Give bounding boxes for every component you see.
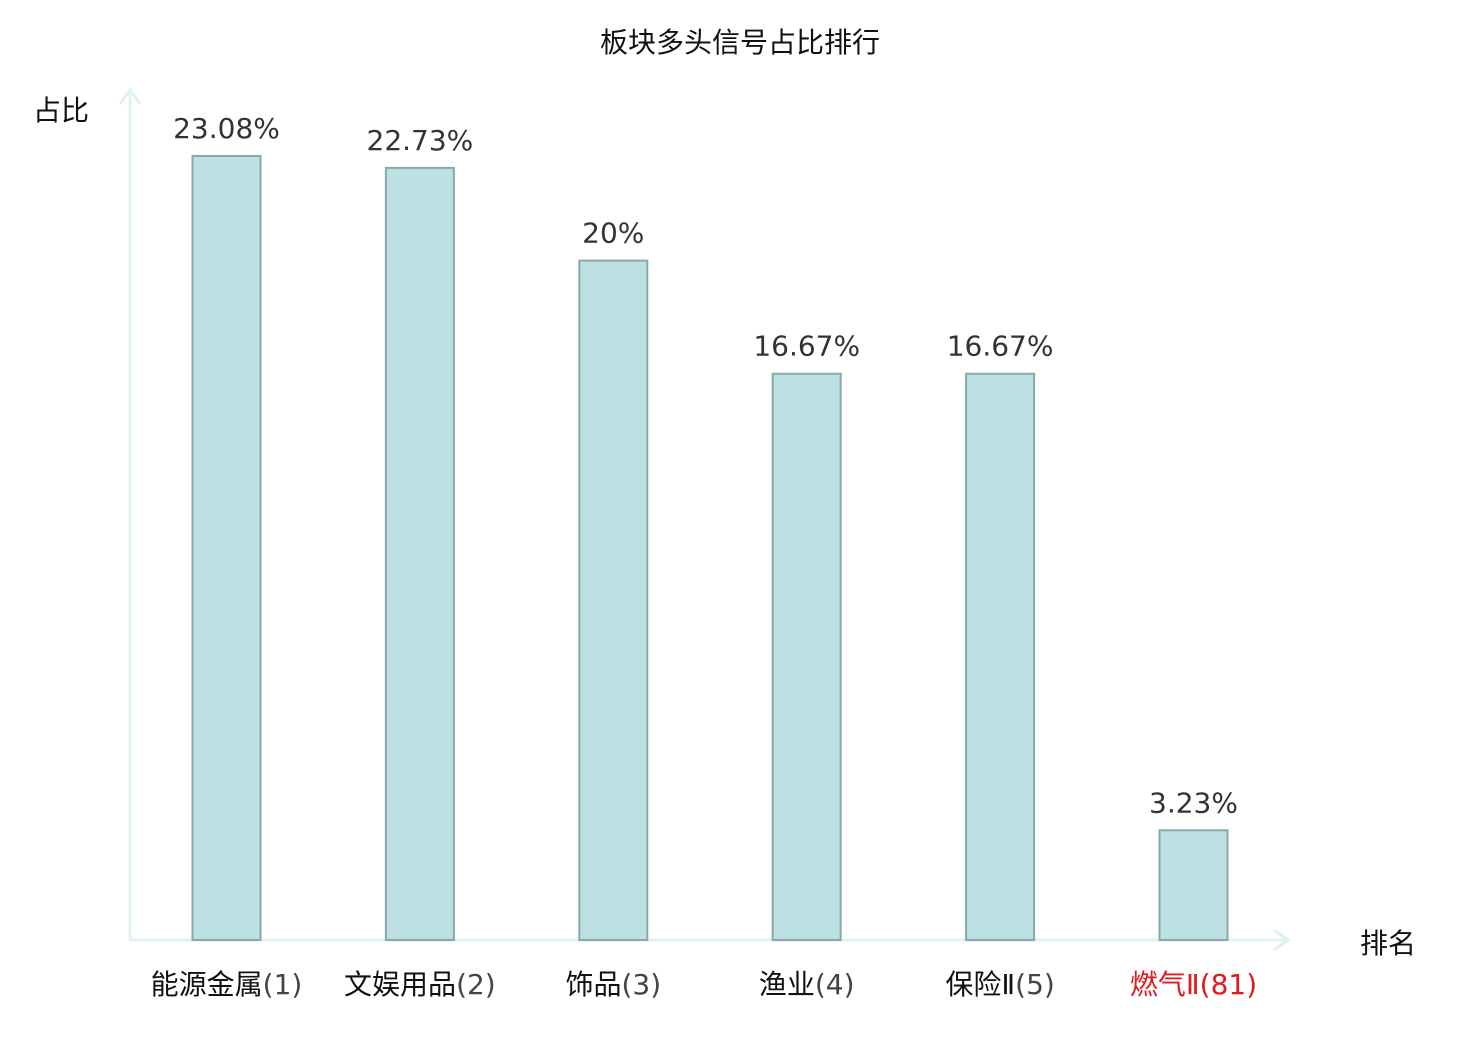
data-label: 23.08% bbox=[173, 112, 280, 145]
tick-label: 饰品(3) bbox=[565, 968, 661, 1001]
bar bbox=[771, 372, 842, 941]
bar bbox=[384, 166, 455, 941]
data-label: 20% bbox=[582, 217, 644, 250]
tick-label-rank: (1) bbox=[263, 968, 303, 1001]
data-label: 16.67% bbox=[947, 330, 1054, 363]
bar bbox=[1158, 829, 1229, 941]
tick-label-name: 能源金属 bbox=[151, 968, 263, 1001]
tick-label-name: 饰品 bbox=[565, 968, 621, 1001]
tick-label-name: 保险Ⅱ bbox=[945, 968, 1015, 1001]
data-label: 3.23% bbox=[1149, 786, 1238, 819]
tick-label-name: 文娱用品 bbox=[344, 968, 456, 1001]
tick-label-rank: (3) bbox=[621, 968, 661, 1001]
tick-label: 燃气Ⅱ(81) bbox=[1130, 968, 1257, 1001]
tick-label-name: 渔业 bbox=[759, 968, 815, 1001]
chart-title: 板块多头信号占比排行 bbox=[600, 26, 880, 59]
tick-label-rank: (4) bbox=[815, 968, 855, 1001]
tick-label: 保险Ⅱ(5) bbox=[945, 968, 1054, 1001]
tick-label-rank: (2) bbox=[456, 968, 496, 1001]
bar bbox=[578, 259, 649, 942]
bar bbox=[191, 155, 262, 941]
x-axis-arrow bbox=[1273, 928, 1291, 952]
tick-label-name: 燃气Ⅱ bbox=[1130, 968, 1200, 1001]
x-axis-label: 排名 bbox=[1360, 927, 1416, 960]
data-label: 22.73% bbox=[367, 124, 474, 157]
data-label: 16.67% bbox=[753, 330, 860, 363]
tick-label-rank: (81) bbox=[1200, 968, 1257, 1001]
y-axis-label: 占比 bbox=[33, 94, 89, 127]
tick-label-rank: (5) bbox=[1015, 968, 1055, 1001]
tick-label: 渔业(4) bbox=[759, 968, 855, 1001]
tick-label: 文娱用品(2) bbox=[344, 968, 496, 1001]
bars-group: 23.08% 能源金属(1) 22.73% 文娱用品(2) 20% 饰品(3) 16.67%… bbox=[151, 112, 1257, 1001]
tick-label: 能源金属(1) bbox=[151, 968, 303, 1001]
y-axis-arrow bbox=[118, 87, 142, 105]
bar bbox=[965, 372, 1036, 941]
